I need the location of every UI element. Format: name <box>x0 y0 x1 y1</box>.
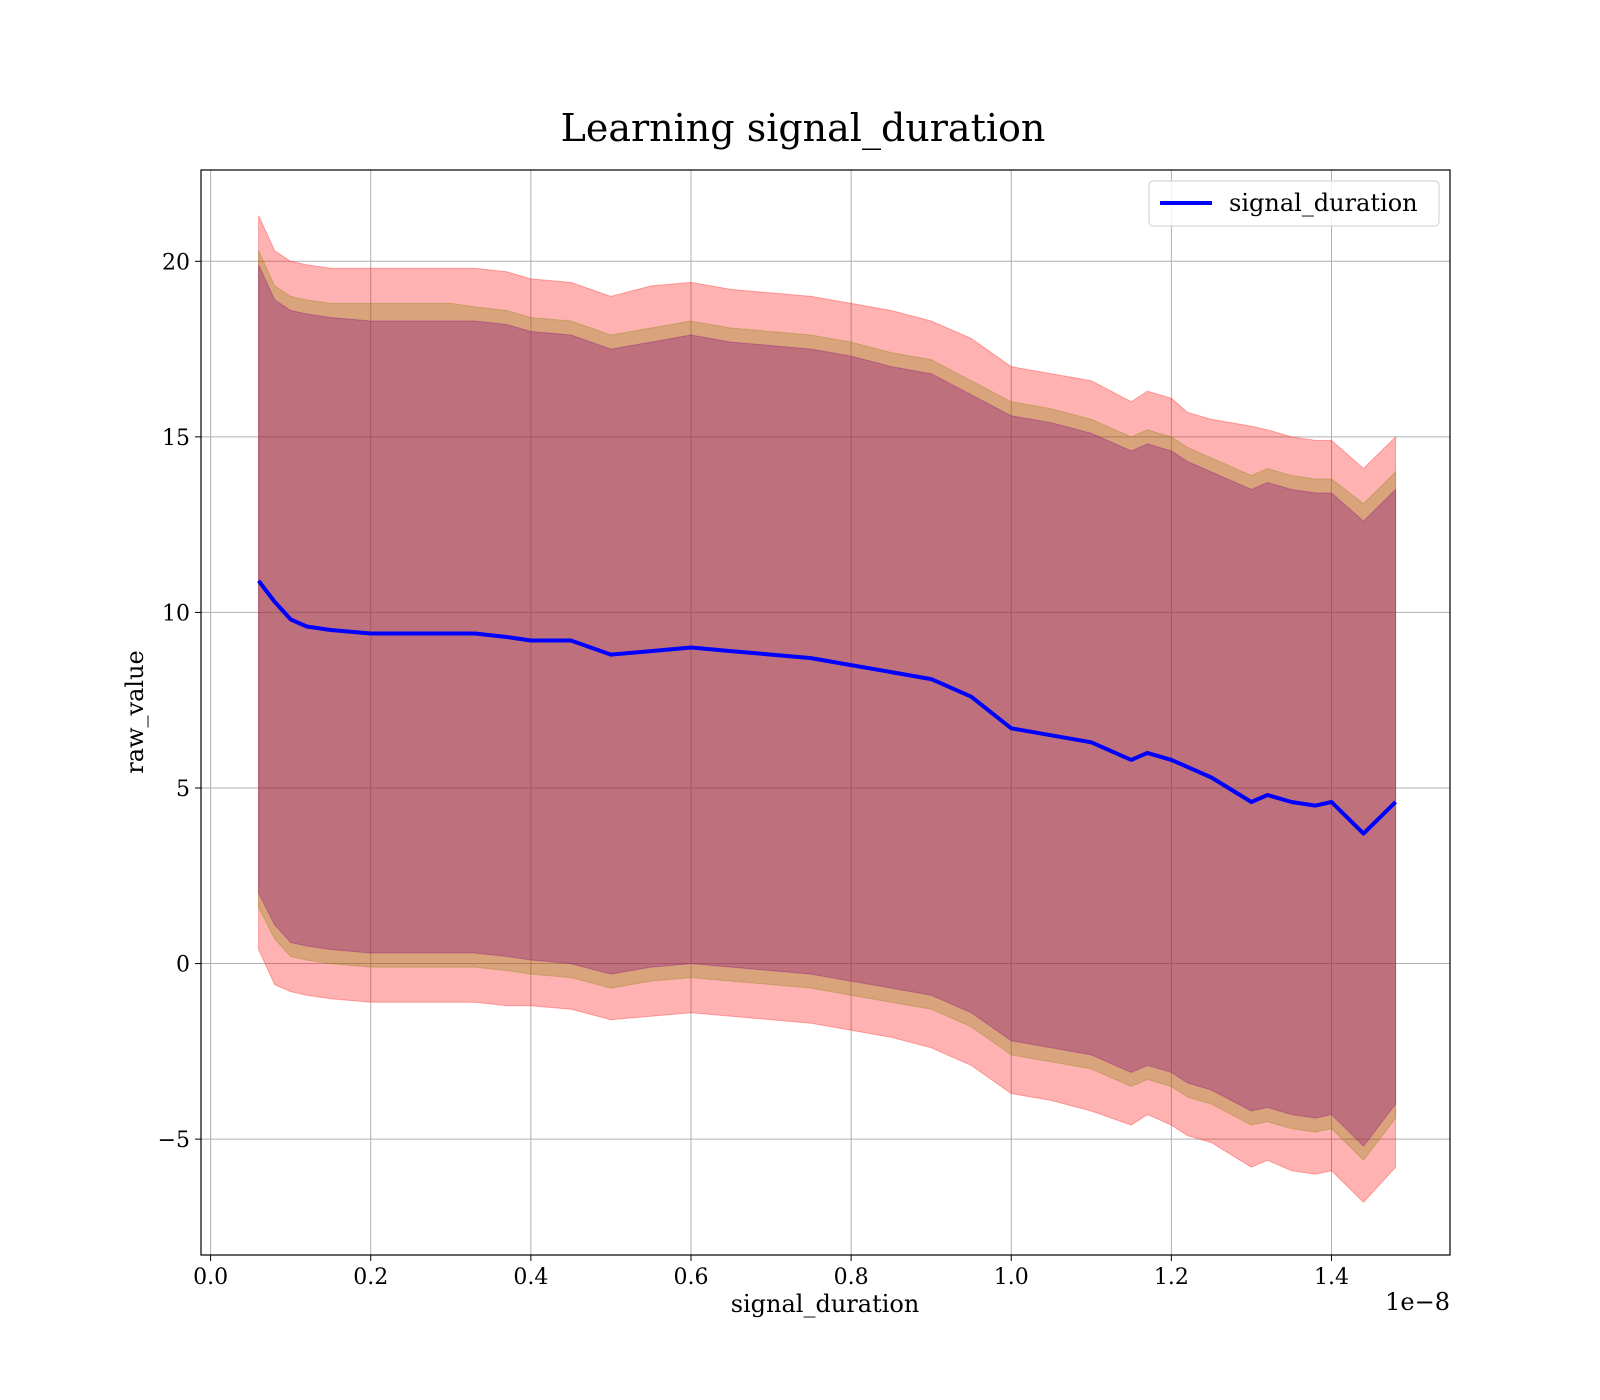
y-tick-label: 15 <box>162 426 190 451</box>
legend-box <box>1148 180 1440 227</box>
band-outer_band <box>258 215 1397 1204</box>
y-tick-label: 20 <box>162 250 190 275</box>
y-axis-ticks: −5 0 5 10 15 20 <box>158 250 201 1153</box>
confidence-bands <box>258 215 1397 1204</box>
chart-title: Learning signal_duration <box>561 106 1046 151</box>
x-tick-label: 0.8 <box>834 1265 869 1290</box>
x-axis-label: signal_duration <box>731 1290 920 1318</box>
x-tick-label: 0.4 <box>513 1265 548 1290</box>
y-tick-label: −5 <box>158 1128 190 1153</box>
y-tick-label: 5 <box>176 777 190 802</box>
x-axis-offset-label: 1e−8 <box>1385 1288 1450 1316</box>
y-axis-label: raw_value <box>121 650 149 774</box>
series-line-signal-duration <box>257 579 1398 836</box>
x-tick-label: 1.2 <box>1154 1265 1189 1290</box>
x-axis-ticks: 0.0 0.2 0.4 0.6 0.8 1.0 1.2 1.4 <box>193 1255 1349 1290</box>
grid <box>201 170 1450 1255</box>
series-lines <box>257 579 1398 836</box>
legend-label-signal-duration: signal_duration <box>1229 189 1418 217</box>
plot-area-frame <box>200 169 1451 1256</box>
y-tick-label: 10 <box>162 601 190 626</box>
band-inner_band <box>258 264 1397 1147</box>
x-tick-label: 1.0 <box>994 1265 1029 1290</box>
y-tick-label: 0 <box>176 953 190 978</box>
x-tick-label: 1.4 <box>1314 1265 1349 1290</box>
legend: signal_duration <box>1148 180 1440 227</box>
x-tick-label: 0.2 <box>353 1265 388 1290</box>
x-tick-label: 0.6 <box>673 1265 708 1290</box>
x-tick-label: 0.0 <box>193 1265 228 1290</box>
band-middle_band <box>258 250 1397 1161</box>
